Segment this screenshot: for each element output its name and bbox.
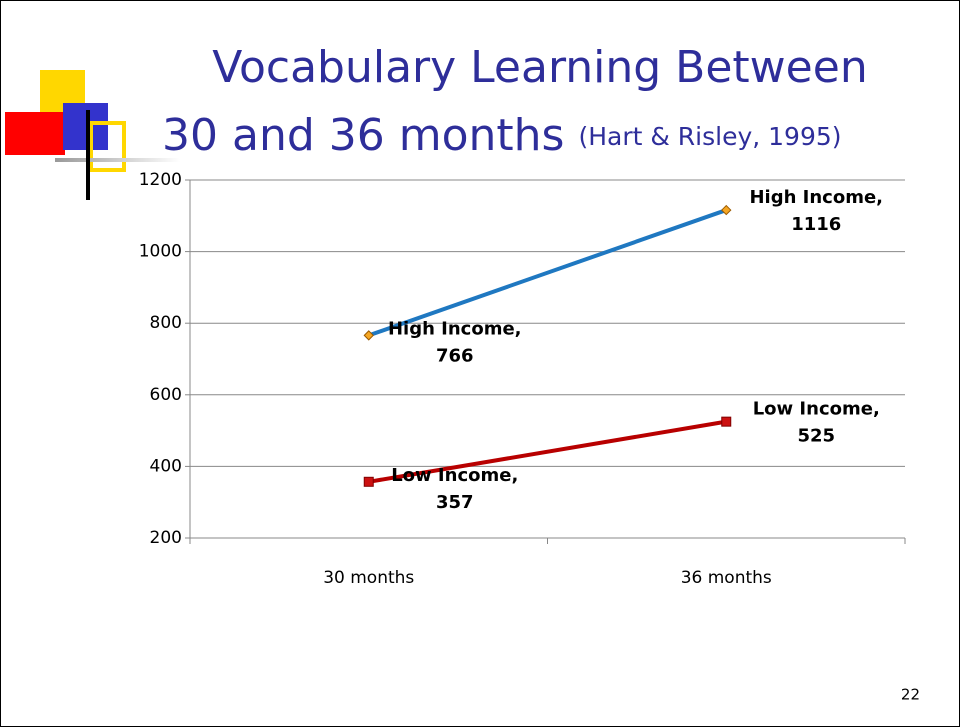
y-tick-label: 200 (150, 528, 182, 548)
data-label: Low Income, 357 (391, 465, 518, 513)
data-label-line: High Income, (749, 187, 883, 208)
title-line: 30 and 36 months (Hart & Risley, 1995) (162, 110, 842, 161)
data-label-line: 1116 (791, 214, 841, 235)
decoration (5, 70, 180, 200)
data-label-line: 766 (436, 345, 474, 366)
line (368, 208, 727, 338)
x-tick-label: 30 months (323, 568, 414, 588)
y-tick-label: 600 (150, 385, 182, 405)
line (368, 419, 727, 484)
title: Vocabulary Learning Between (212, 42, 867, 93)
y-tick-label: 400 (150, 456, 182, 476)
data-label-line: Low Income, (391, 465, 518, 486)
title: 30 and 36 months (162, 110, 564, 161)
x-tick-label: 36 months (681, 568, 772, 588)
marker (363, 330, 374, 341)
data-label-line: 357 (436, 492, 474, 513)
data-label-line: 525 (797, 426, 835, 447)
data-label: Low Income, 525 (753, 399, 880, 447)
data-label-line: Low Income, (753, 399, 880, 420)
citation: (Hart & Risley, 1995) (578, 122, 841, 151)
y-tick-label: 1000 (139, 242, 182, 262)
data-label: High Income, 766 (388, 318, 522, 366)
y-tick-label: 1200 (139, 170, 182, 190)
marker (721, 416, 732, 427)
data-label-line: High Income, (388, 318, 522, 339)
page-number: 22 (901, 686, 920, 704)
y-tick-label: 800 (150, 313, 182, 333)
marker (721, 204, 732, 216)
marker (363, 476, 374, 487)
data-label: High Income, 1116 (749, 187, 883, 235)
